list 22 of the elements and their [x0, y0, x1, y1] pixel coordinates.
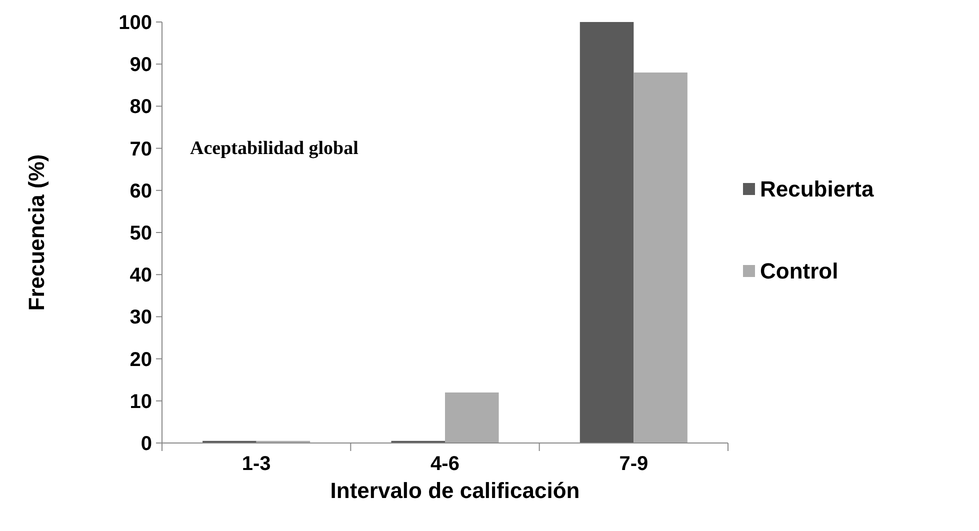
x-axis-title: Intervalo de calificación [330, 478, 580, 503]
y-tick-label: 0 [140, 433, 152, 455]
y-tick-label: 50 [130, 222, 152, 244]
bar [634, 72, 688, 443]
x-tick-label: 1-3 [242, 453, 271, 475]
y-tick-label: 90 [130, 54, 152, 76]
y-tick-label: 20 [130, 348, 152, 371]
y-tick-label: 60 [130, 180, 152, 202]
y-tick-label: 10 [130, 390, 152, 413]
legend-label: Control [760, 258, 838, 284]
y-tick-label: 30 [130, 306, 152, 329]
annotation: Aceptabilidad global [190, 138, 358, 159]
x-tick-label: 4-6 [430, 453, 460, 475]
y-axis-title: Frecuencia (%) [24, 154, 49, 311]
x-tick-label: 7-9 [619, 453, 648, 475]
y-tick-label: 100 [118, 12, 152, 34]
y-tick-label: 80 [130, 96, 152, 118]
y-tick-label: 40 [130, 264, 152, 287]
y-tick-label: 70 [130, 138, 152, 160]
bar [445, 392, 499, 443]
legend-label: Recubierta [760, 176, 874, 202]
bar [580, 22, 634, 443]
